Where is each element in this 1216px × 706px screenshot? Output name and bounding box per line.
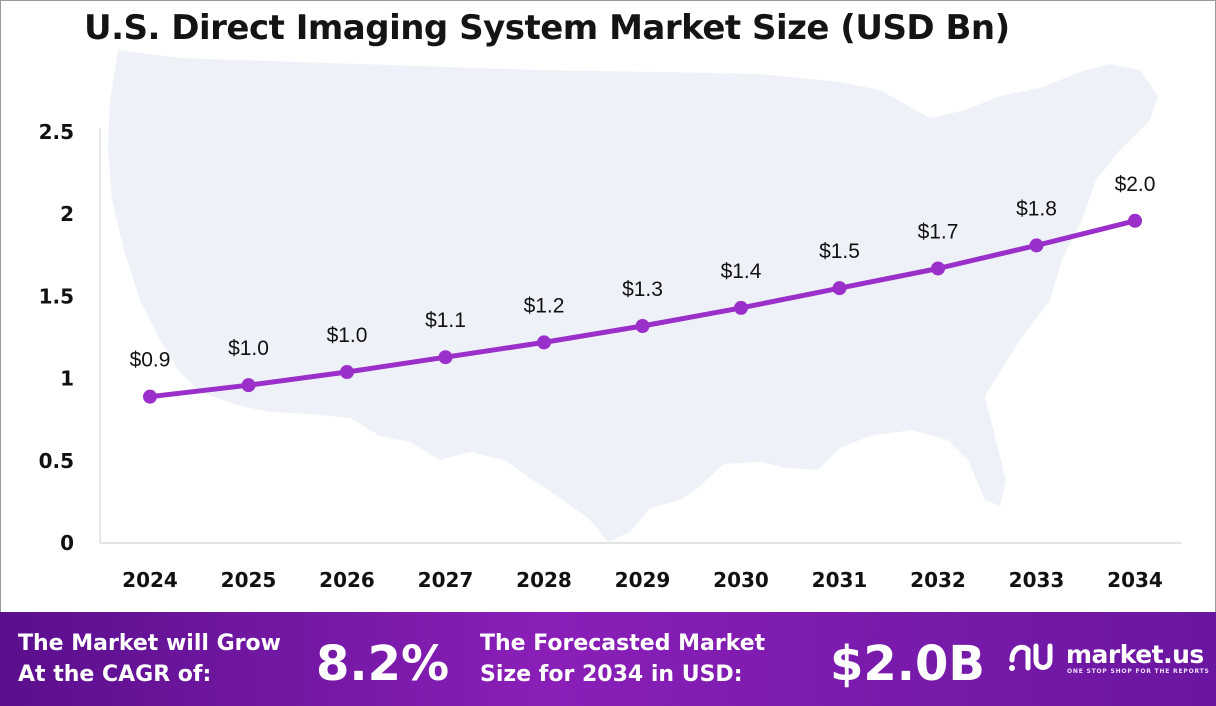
x-tick-label: 2031 — [812, 568, 868, 592]
data-label: $1.8 — [1016, 197, 1057, 220]
data-point — [1029, 238, 1044, 253]
data-point — [143, 389, 157, 404]
data-point — [340, 365, 354, 380]
cagr-label: The Market will Grow At the CAGR of: — [18, 631, 281, 687]
y-tick-label: 2 — [60, 202, 74, 226]
x-tick-label: 2024 — [122, 568, 178, 592]
logo-name: market.us — [1066, 640, 1204, 669]
x-tick-label: 2034 — [1107, 568, 1163, 592]
data-label: $1.3 — [622, 278, 663, 301]
data-label: $1.4 — [721, 260, 762, 283]
logo-tagline: ONE STOP SHOP FOR THE REPORTS — [1067, 668, 1210, 675]
data-point — [734, 300, 748, 315]
data-label: $1.0 — [228, 337, 269, 360]
x-tick-label: 2032 — [910, 568, 966, 592]
x-tick-label: 2029 — [615, 568, 671, 592]
chart-title: U.S. Direct Imaging System Market Size (… — [84, 8, 1010, 48]
data-point — [635, 318, 650, 333]
y-tick-label: 0 — [60, 531, 74, 555]
data-point — [537, 335, 551, 350]
x-tick-label: 2027 — [418, 568, 474, 592]
data-label: $2.0 — [1115, 173, 1156, 196]
data-label: $1.1 — [425, 309, 466, 332]
line-chart: 0 0.5 1 1.5 2 2.5 2024 2025 2026 2027 2028 2029 2030… — [39, 50, 1182, 592]
data-point — [832, 281, 847, 296]
data-label: $0.9 — [130, 349, 171, 372]
forecast-label: The Forecasted Market Size for 2034 in U… — [480, 631, 766, 687]
data-point — [931, 261, 945, 276]
x-tick-label: 2026 — [319, 568, 375, 592]
x-tick-label: 2030 — [713, 568, 769, 592]
data-point — [438, 350, 453, 365]
y-tick-label: 0.5 — [39, 449, 74, 473]
y-tick-label: 1 — [60, 367, 74, 391]
data-label: $1.5 — [819, 240, 860, 263]
x-tick-label: 2025 — [221, 568, 277, 592]
cagr-value: 8.2% — [316, 636, 450, 692]
y-tick-label: 2.5 — [39, 120, 74, 144]
market-us-logo-icon — [1009, 643, 1053, 671]
data-point — [1128, 213, 1142, 228]
us-map-background — [108, 50, 1158, 542]
x-tick-label: 2028 — [516, 568, 572, 592]
x-tick-label: 2033 — [1009, 568, 1065, 592]
y-tick-label: 1.5 — [39, 284, 74, 308]
data-label: $1.7 — [918, 220, 959, 243]
data-label: $1.0 — [327, 324, 368, 347]
forecast-value: $2.0B — [830, 636, 986, 692]
data-label: $1.2 — [524, 294, 565, 317]
data-point — [241, 378, 256, 393]
